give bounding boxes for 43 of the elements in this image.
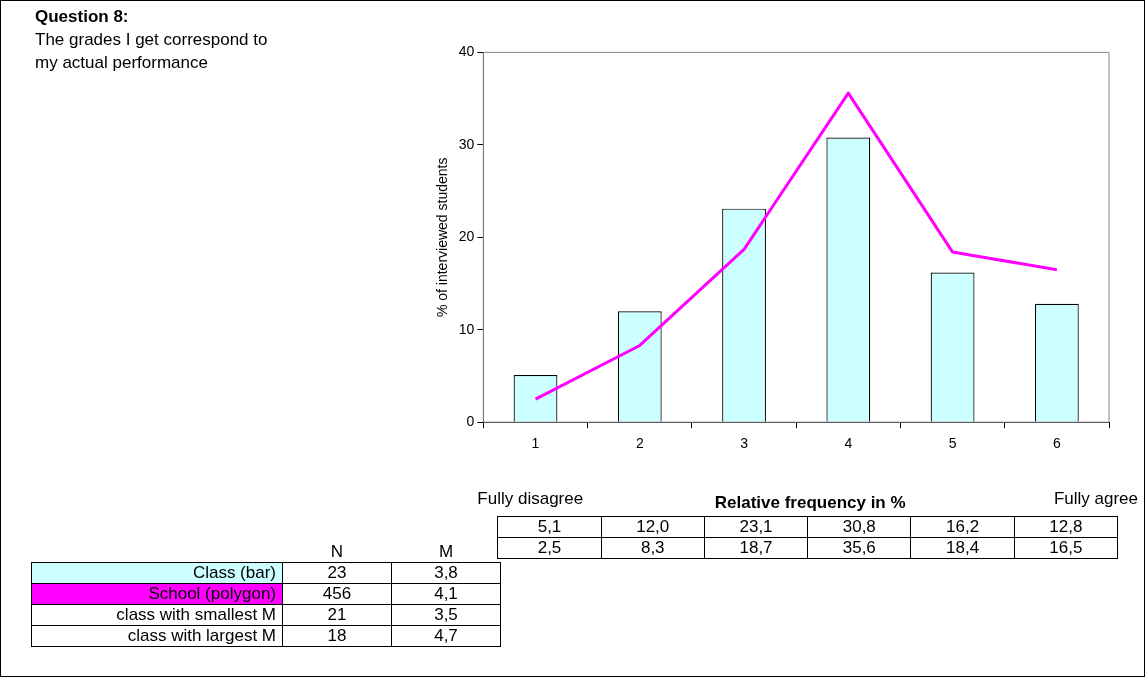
- data-label: 16,5: [1014, 537, 1118, 559]
- data-label: 35,6: [807, 537, 911, 559]
- text: The grades I get correspond to my actual performance: [35, 29, 269, 74]
- text: 456: [282, 583, 392, 605]
- text: class with largest M: [31, 625, 283, 647]
- text: Fully agree: [1053, 489, 1138, 509]
- y-tick-label: 40: [458, 43, 475, 60]
- x-tick-label: 3: [740, 435, 749, 452]
- x-tick-label: 5: [948, 435, 957, 452]
- x-tick-label: 1: [531, 435, 540, 452]
- text: 18: [282, 625, 392, 647]
- y-tick-label: 10: [458, 320, 475, 337]
- text: N: [329, 542, 345, 563]
- x-tick-label: 6: [1052, 435, 1061, 452]
- y-tick-label: 0: [466, 413, 475, 430]
- y-tick-label: 20: [458, 228, 475, 245]
- data-label: 8,3: [601, 537, 705, 559]
- text: Question 8:: [35, 7, 129, 27]
- text: 3,8: [391, 562, 501, 584]
- text: 4,7: [391, 625, 501, 647]
- text: Fully disagree: [477, 489, 584, 509]
- data-label: 30,8: [807, 516, 911, 538]
- x-tick-label: 2: [635, 435, 644, 452]
- text: Class (bar): [31, 562, 283, 584]
- x-tick-label: 4: [844, 435, 853, 452]
- text: class with smallest M: [31, 604, 283, 626]
- text: Relative frequency in %: [714, 493, 906, 512]
- data-label: 18,4: [910, 537, 1015, 559]
- data-label: 12,8: [1014, 516, 1118, 538]
- data-label: 2,5: [497, 537, 602, 559]
- text: School (polygon): [31, 583, 283, 605]
- data-label: 23,1: [704, 516, 808, 538]
- y-axis-title: % of interviewed students: [434, 157, 451, 318]
- text: 3,5: [391, 604, 501, 626]
- data-label: 5,1: [497, 516, 602, 538]
- text: M: [437, 542, 455, 563]
- data-label: 18,7: [704, 537, 808, 559]
- text: 23: [282, 562, 392, 584]
- text: 21: [282, 604, 392, 626]
- data-label: 16,2: [910, 516, 1015, 538]
- y-tick-label: 30: [458, 135, 475, 152]
- text: 4,1: [391, 583, 501, 605]
- data-label: 12,0: [601, 516, 705, 538]
